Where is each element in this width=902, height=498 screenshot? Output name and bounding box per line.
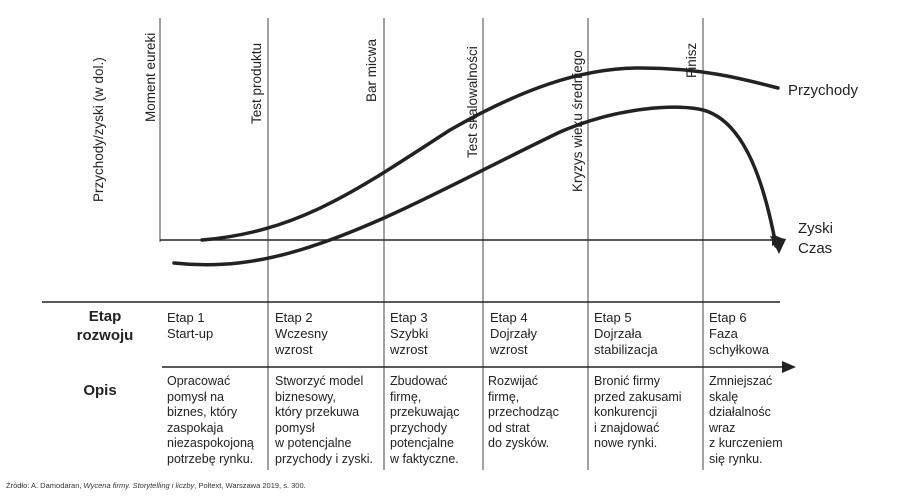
description-line: i znajdować (594, 420, 660, 435)
stage-name-line: Start-up (167, 326, 214, 341)
description-line: Opracować (167, 374, 231, 388)
description-line: wraz (709, 420, 736, 435)
phase-label-scalability: Test skalowalności (465, 46, 480, 158)
description-cell-2: Stworzyć model biznesowy, który przekuwa… (275, 374, 373, 467)
description-line: zaspokaja (167, 420, 224, 435)
stage-title: Etap 3 (390, 310, 428, 325)
profit-series-label: Zyski (798, 220, 833, 237)
phase-label-barmitzvah: Bar micwa (364, 38, 379, 102)
phase-label-eureka: Moment eureki (143, 33, 158, 122)
description-line: przychody (390, 420, 447, 435)
stage-cell-2: Etap 2 Wczesny wzrost (275, 310, 328, 358)
description-line: biznesowy, (275, 389, 336, 404)
description-line: konkurencji (594, 405, 658, 419)
stage-cell-5: Etap 5 Dojrzała stabilizacja (594, 310, 658, 358)
description-cell-4: Rozwijać firmę, przechodząc od strat do … (488, 374, 559, 452)
profit-arrowhead (770, 236, 786, 254)
stage-name-line: wzrost (275, 342, 313, 357)
revenue-series-label: Przychody (788, 82, 859, 99)
description-cell-3: Zbudować firmę, przekuwając przychody po… (390, 374, 459, 467)
description-line: w faktyczne. (390, 451, 459, 466)
description-line: działalnośc (709, 405, 771, 419)
description-cell-5: Bronić firmy przed zakusami konkurencji … (594, 374, 682, 452)
stage-row-header-line-1: Etap (88, 308, 122, 325)
stage-title: Etap 4 (490, 310, 528, 325)
description-line: pomysł (275, 420, 315, 435)
stage-cell-6: Etap 6 Faza schyłkowa (709, 310, 769, 358)
description-line: skalę (709, 389, 739, 404)
source-note: Źródło: A. Damodaran, Wycena firmy. Stor… (6, 481, 306, 490)
stage-row-header: Etap rozwoju (50, 307, 160, 345)
description-line: z kurczeniem (709, 436, 783, 450)
x-axis-label: Czas (798, 240, 832, 257)
description-line: przychody i zyski. (275, 451, 373, 466)
description-line: potencjalne (390, 436, 454, 450)
description-line: nowe rynki. (594, 436, 658, 450)
description-line: firmę, (488, 389, 520, 404)
stage-row-arrowhead (782, 361, 796, 373)
description-line: do zysków. (488, 436, 550, 450)
stage-title: Etap 2 (275, 310, 313, 325)
profit-curve (172, 105, 778, 267)
stage-cell-3: Etap 3 Szybki wzrost (390, 310, 428, 358)
description-line: Rozwijać (488, 374, 539, 388)
stage-title: Etap 6 (709, 310, 747, 325)
stage-name-line: Wczesny (275, 326, 328, 341)
stage-row-header-line-2: rozwoju (76, 327, 134, 344)
source-suffix: , Poltext, Warszawa 2019, s. 300. (194, 481, 306, 490)
stage-title: Etap 5 (594, 310, 632, 325)
description-line: od strat (488, 420, 530, 435)
phase-lines (159, 18, 704, 470)
y-axis-label: Przychody/zyski (w dol.) (91, 57, 106, 202)
stage-name-line: Dojrzała (594, 326, 642, 341)
stage-name-line: Szybki (390, 326, 429, 341)
phase-label-midlife: Kryzys wieku średniego (570, 50, 585, 192)
revenue-curve (200, 66, 780, 242)
description-line: w potencjalne (275, 436, 352, 450)
description-line: przed zakusami (594, 389, 682, 404)
description-line: przekuwając (390, 405, 460, 419)
description-line: Stworzyć model (275, 374, 364, 388)
stage-name-line: Dojrzały (490, 326, 537, 341)
description-line: firmę, (390, 389, 422, 404)
description-row-header: Opis (83, 382, 117, 399)
phase-label-finish: Finisz (684, 42, 699, 78)
stage-cell-4: Etap 4 Dojrzały wzrost (490, 310, 537, 358)
description-line: się rynku. (709, 451, 763, 466)
description-line: przechodząc (488, 405, 559, 419)
stage-name-line: Faza (709, 326, 738, 341)
description-line: pomysł na (167, 389, 224, 404)
stage-name-line: stabilizacja (594, 342, 658, 357)
description-line: Zmniejszać (709, 374, 773, 388)
stage-name-line: schyłkowa (709, 342, 769, 357)
source-prefix: Źródło: A. Damodaran, (6, 481, 84, 490)
description-line: Zbudować (390, 374, 448, 388)
description-line: niezaspokojoną (167, 436, 254, 450)
description-cell-1: Opracować pomysł na biznes, który zaspok… (167, 374, 254, 467)
stage-name-line: wzrost (390, 342, 428, 357)
description-line: biznes, który (167, 405, 238, 419)
phase-label-product: Test produktu (249, 43, 264, 124)
description-line: który przekuwa (275, 405, 360, 419)
source-book-title: Wycena firmy. Storytelling i liczby (83, 481, 195, 490)
description-line: Bronić firmy (594, 374, 660, 388)
stage-name-line: wzrost (490, 342, 528, 357)
stage-cell-1: Etap 1 Start-up (167, 310, 213, 342)
description-line: potrzebę rynku. (167, 451, 254, 466)
stage-title: Etap 1 (167, 310, 205, 325)
description-cell-6: Zmniejszać skalę działalnośc wraz z kurc… (709, 374, 783, 467)
